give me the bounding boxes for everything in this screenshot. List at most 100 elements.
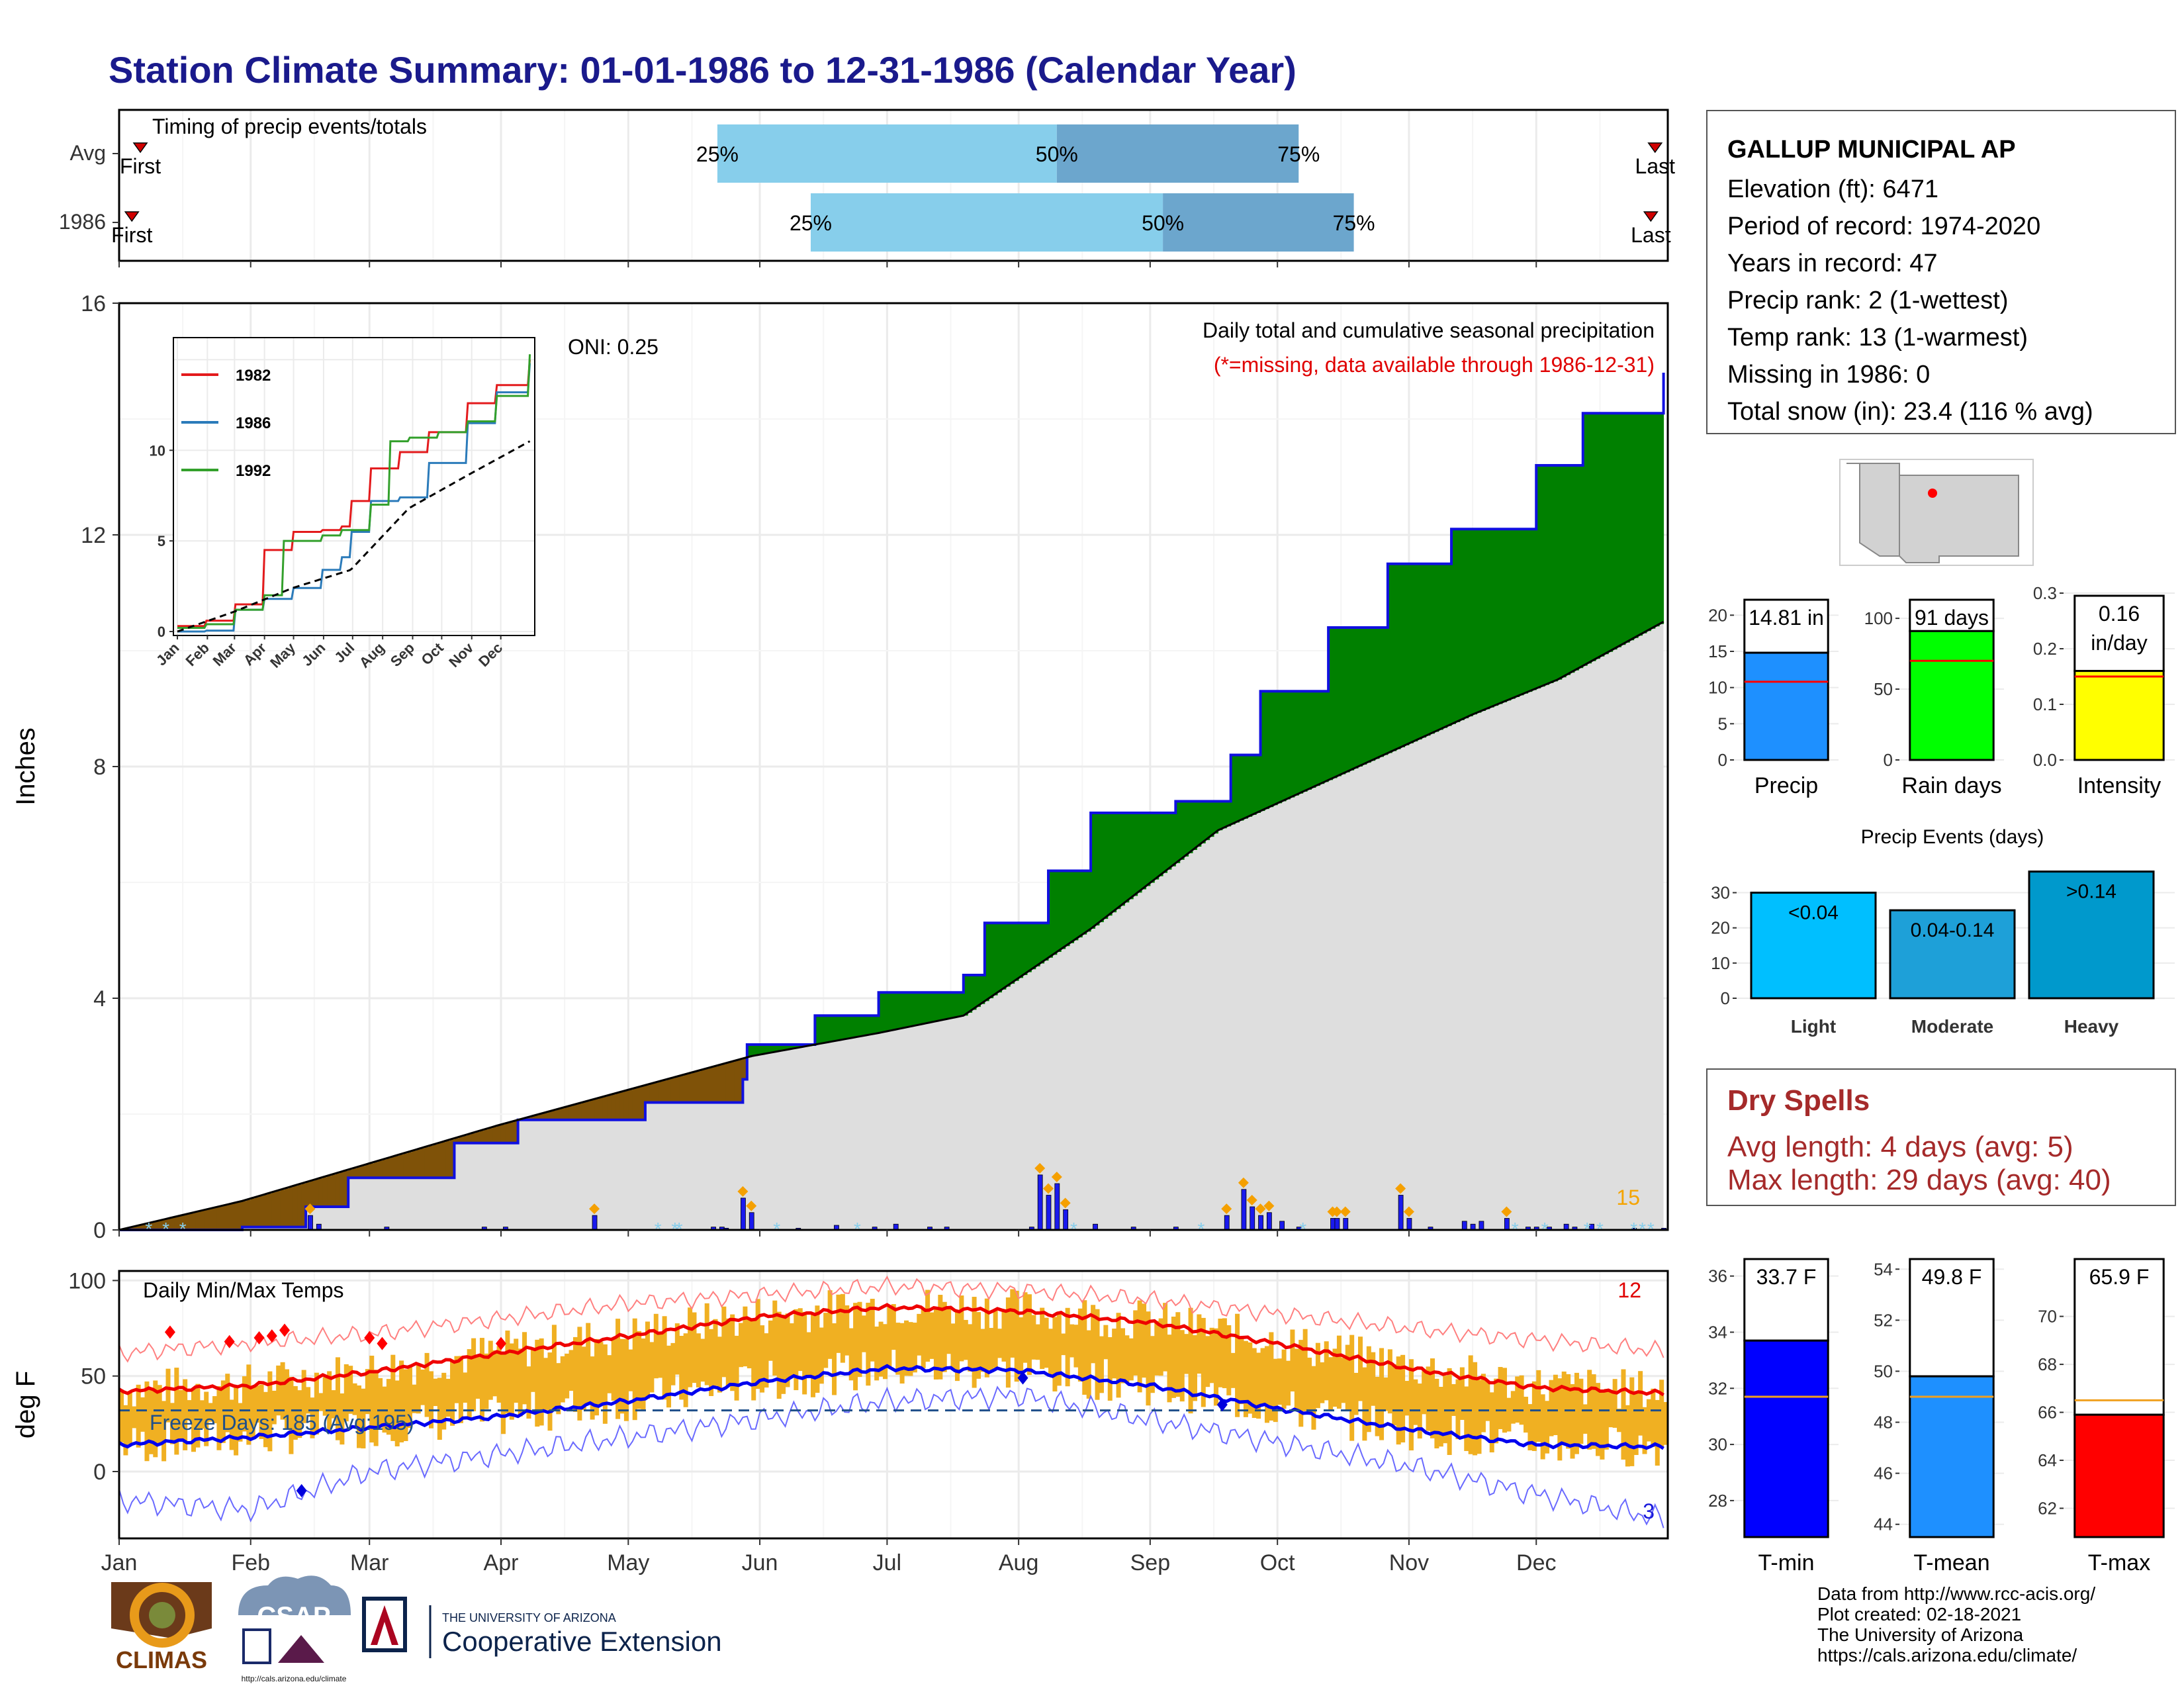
above-average-area — [1396, 563, 1401, 749]
inset-series-line — [177, 354, 531, 630]
below-average-area — [394, 1156, 400, 1178]
below-average-area — [378, 1160, 383, 1178]
daily-temp-range-bar — [1366, 1346, 1371, 1432]
dry-spells-max: Max length: 29 days (avg: 40) — [1727, 1164, 2111, 1196]
above-average-area — [1358, 628, 1363, 767]
daily-temp-range-bar — [713, 1319, 718, 1386]
daily-temp-range-bar — [1099, 1336, 1104, 1393]
above-average-area — [1468, 529, 1473, 717]
daily-temp-range-bar — [602, 1344, 608, 1424]
daily-temp-range-bar — [496, 1346, 502, 1403]
below-average-area — [187, 1213, 192, 1230]
above-average-area — [1010, 923, 1015, 984]
daily-precip-bar — [1479, 1221, 1484, 1231]
daily-temp-range-bar — [547, 1352, 553, 1431]
daily-temp-range-bar — [310, 1397, 315, 1438]
daily-temp-range-bar — [1222, 1318, 1227, 1389]
ua-logo: THE UNIVERSITY OF ARIZONA Cooperative Ex… — [362, 1597, 722, 1658]
daily-temp-range-bar — [1375, 1376, 1380, 1436]
above-average-area — [1031, 923, 1036, 970]
above-average-area — [1082, 870, 1087, 935]
events-category-label: Light — [1791, 1016, 1836, 1037]
below-average-area — [594, 1099, 599, 1120]
daily-temp-range-bar — [840, 1293, 845, 1363]
above-average-area — [789, 1045, 794, 1049]
bar-y-label: 0.1 — [2033, 694, 2057, 714]
daily-temp-range-bar — [1179, 1330, 1185, 1402]
first-marker — [124, 211, 140, 222]
daily-temp-range-bar — [199, 1400, 205, 1429]
above-average-area — [1604, 413, 1609, 655]
above-average-area — [1197, 801, 1202, 847]
below-average-area — [484, 1129, 489, 1143]
daily-temp-range-bar — [424, 1352, 430, 1417]
timing-bar-25-50 — [717, 124, 1057, 183]
daily-temp-range-bar — [335, 1357, 340, 1440]
bar-y-label: 36 — [1708, 1266, 1727, 1286]
above-average-area — [836, 1015, 841, 1041]
temp-record-marker — [1017, 1371, 1028, 1385]
daily-temp-range-bar — [340, 1393, 345, 1445]
daily-temp-range-bar — [331, 1390, 336, 1419]
daily-temp-range-bar — [997, 1329, 1003, 1358]
daily-temp-range-bar — [1527, 1404, 1533, 1450]
above-average-area — [912, 992, 917, 1026]
climas-logo-text: CLIMAS — [116, 1646, 207, 1673]
daily-temp-range-bar — [1095, 1309, 1100, 1400]
min-temp-count: 3 — [1643, 1499, 1655, 1523]
below-average-area — [662, 1080, 667, 1103]
daily-temp-range-bar — [365, 1369, 370, 1415]
below-average-area — [259, 1196, 264, 1227]
below-average-area — [598, 1098, 604, 1120]
daily-temp-range-bar — [454, 1356, 459, 1403]
daily-temp-range-bar — [144, 1381, 150, 1462]
inset-legend-label: 1986 — [236, 414, 271, 432]
above-average-area — [1184, 801, 1189, 857]
below-average-area — [412, 1150, 417, 1178]
daily-precip-bar — [741, 1197, 746, 1231]
below-average-area — [212, 1207, 217, 1230]
bar-chart: 44 46 48 50 52 54 49.8 F T-mean — [1874, 1256, 2004, 1575]
bar-y-label: 0.0 — [2033, 750, 2057, 770]
below-average-area — [357, 1167, 361, 1178]
daily-temp-range-bar — [229, 1399, 234, 1450]
cumulative-year-line — [119, 373, 1665, 1231]
above-average-area — [1188, 801, 1193, 853]
daily-temp-range-bar — [514, 1338, 519, 1403]
daily-temp-range-bar — [178, 1389, 183, 1440]
below-average-area — [641, 1086, 646, 1120]
above-average-area — [1222, 801, 1227, 829]
daily-temp-range-bar — [1502, 1368, 1507, 1433]
daily-temp-range-bar — [1201, 1317, 1206, 1407]
above-average-area — [1040, 923, 1045, 964]
station-temp-rank: Temp rank: 13 (1-warmest) — [1727, 324, 2028, 352]
below-average-area — [632, 1088, 637, 1120]
station-info-box: GALLUP MUNICIPAL AP Elevation (ft): 6471… — [1706, 110, 2176, 434]
bar-y-label: 30 — [1708, 1434, 1727, 1454]
above-average-area — [823, 1015, 829, 1043]
daily-temp-range-bar — [522, 1332, 527, 1405]
below-average-area — [514, 1121, 519, 1143]
below-average-area — [225, 1205, 230, 1230]
daily-temp-range-bar — [161, 1401, 167, 1462]
above-average-area — [853, 1015, 858, 1038]
bar-value-label: 0.16 — [2099, 602, 2140, 626]
daily-temp-range-bar — [280, 1362, 285, 1420]
rank-marker — [1501, 1206, 1512, 1217]
daily-temp-range-bar — [755, 1299, 760, 1389]
daily-temp-range-bar — [140, 1397, 146, 1432]
above-average-area — [972, 975, 977, 1010]
daily-temp-range-bar — [343, 1364, 349, 1422]
daily-temp-range-bar — [1290, 1329, 1295, 1392]
daily-temp-range-bar — [119, 1389, 124, 1442]
daily-temp-range-bar — [467, 1349, 472, 1419]
above-average-area — [1099, 813, 1104, 923]
above-average-area — [1426, 563, 1431, 736]
daily-temp-range-bar — [1311, 1366, 1316, 1430]
above-average-area — [968, 975, 973, 1013]
below-average-area — [653, 1082, 659, 1103]
above-average-area — [1026, 923, 1032, 972]
above-average-area — [1023, 923, 1028, 975]
below-average-area — [441, 1142, 447, 1178]
daily-temp-range-bar — [242, 1376, 247, 1432]
